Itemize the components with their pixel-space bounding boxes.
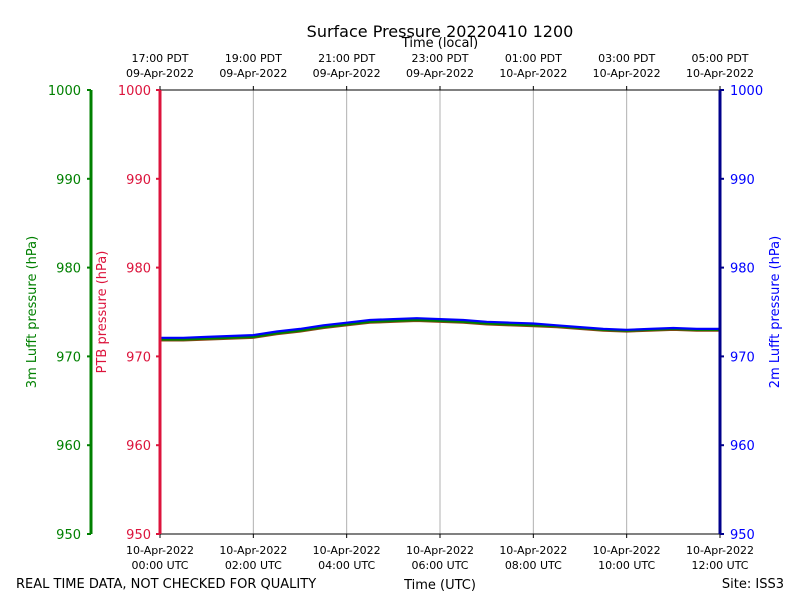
x-axis-bottom-label: Time (UTC) [403,578,476,593]
x-tick-label-bottom-date: 10-Apr-2022 [406,544,474,557]
x-tick-label-bottom-time: 02:00 UTC [225,559,282,572]
y-axis-label-3m-lufft: 3m Lufft pressure (hPa) [25,236,40,388]
y-tick-label-left-inner: 990 [126,173,151,188]
x-tick-label-bottom-date: 10-Apr-2022 [686,544,754,557]
y-tick-label-left-outer: 950 [56,528,81,543]
x-tick-label-top-date: 10-Apr-2022 [593,67,661,80]
x-axis-top-label: Time (local) [401,36,478,51]
y-tick-label-right: 1000 [730,84,763,99]
y-tick-label-left-inner: 980 [126,262,151,277]
x-tick-label-bottom-date: 10-Apr-2022 [593,544,661,557]
y-tick-label-left-outer: 990 [56,173,81,188]
y-axis-label-2m-lufft: 2m Lufft pressure (hPa) [768,236,783,388]
x-tick-label-bottom-time: 04:00 UTC [318,559,375,572]
x-tick-label-bottom-date: 10-Apr-2022 [313,544,381,557]
x-tick-label-top-time: 05:00 PDT [691,52,748,65]
x-tick-label-bottom-time: 12:00 UTC [691,559,748,572]
x-tick-label-top-time: 03:00 PDT [598,52,655,65]
quality-disclaimer: REAL TIME DATA, NOT CHECKED FOR QUALITY [16,577,316,592]
x-tick-label-top-date: 09-Apr-2022 [126,67,194,80]
x-tick-label-top-time: 01:00 PDT [505,52,562,65]
x-tick-label-top-date: 09-Apr-2022 [313,67,381,80]
y-tick-label-right: 970 [730,350,755,365]
x-tick-label-bottom-time: 10:00 UTC [598,559,655,572]
x-tick-label-bottom-time: 06:00 UTC [411,559,468,572]
y-tick-label-right: 990 [730,173,755,188]
gridlines [252,90,628,534]
x-tick-label-top-time: 19:00 PDT [225,52,282,65]
axis-ticks: 10-Apr-2022 00:00 UTC 17:00 PDT 09-Apr-2022… [48,52,763,572]
y-tick-label-left-inner: 970 [126,350,151,365]
x-tick-label-top-date: 09-Apr-2022 [406,67,474,80]
x-tick-label-bottom-date: 10-Apr-2022 [126,544,194,557]
y-tick-label-left-outer: 960 [56,439,81,454]
x-tick-label-bottom-time: 08:00 UTC [505,559,562,572]
x-tick-label-bottom-time: 00:00 UTC [131,559,188,572]
site-label: Site: ISS3 [722,577,784,592]
chart-title: Surface Pressure 20220410 1200 [307,22,574,41]
y-tick-label-left-inner: 960 [126,439,151,454]
y-tick-label-left-outer: 980 [56,262,81,277]
x-tick-label-bottom-date: 10-Apr-2022 [219,544,287,557]
y-tick-label-left-outer: 970 [56,350,81,365]
y-axis-label-ptb: PTB pressure (hPa) [95,251,110,374]
series-group [160,317,720,342]
y-tick-label-right: 980 [730,262,755,277]
x-tick-label-top-time: 17:00 PDT [131,52,188,65]
x-tick-label-top-time: 23:00 PDT [411,52,468,65]
x-tick-label-top-date: 10-Apr-2022 [686,67,754,80]
y-tick-label-right: 960 [730,439,755,454]
x-tick-label-bottom-date: 10-Apr-2022 [499,544,567,557]
y-tick-label-left-inner: 1000 [118,84,151,99]
y-tick-label-left-inner: 950 [126,528,151,543]
series-line-2m-lufft-pressure [160,317,720,339]
x-tick-label-top-date: 10-Apr-2022 [499,67,567,80]
x-tick-label-top-date: 09-Apr-2022 [219,67,287,80]
y-tick-label-left-outer: 1000 [48,84,81,99]
y-tick-label-right: 950 [730,528,755,543]
x-tick-label-top-time: 21:00 PDT [318,52,375,65]
